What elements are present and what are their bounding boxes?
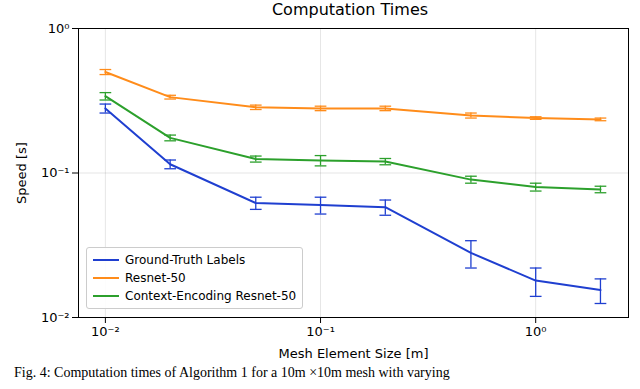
html-text:Ground-Truth Labels: Ground-Truth Labels xyxy=(125,253,246,267)
svg-text:10⁰: 10⁰ xyxy=(48,21,70,36)
svg-text:10⁻²: 10⁻² xyxy=(41,310,70,325)
svg-text:10⁻¹: 10⁻¹ xyxy=(306,324,335,339)
html-text:Fig. 4: Computation times of A: Fig. 4: Computation times of Algorithm 1… xyxy=(14,365,450,380)
html-text:Computation Times: Computation Times xyxy=(271,0,429,19)
svg-text:10⁻¹: 10⁻¹ xyxy=(41,165,70,180)
html-text:Context-Encoding Resnet-50: Context-Encoding Resnet-50 xyxy=(125,289,297,303)
svg-text:Mesh Element Size [m]: Mesh Element Size [m] xyxy=(279,346,429,361)
svg-text:Speed [s]: Speed [s] xyxy=(14,142,29,204)
svg-text:10⁻²: 10⁻² xyxy=(91,324,120,339)
html-text:Resnet-50: Resnet-50 xyxy=(125,271,186,285)
svg-text:10⁰: 10⁰ xyxy=(525,324,547,339)
